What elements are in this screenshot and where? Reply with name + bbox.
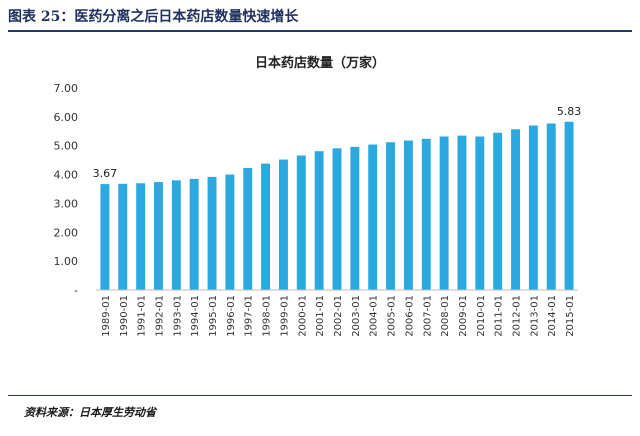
x-tick-label: 2001-01 [315,295,326,337]
bar-chart: 日本药店数量（万家） - 1.00 2.00 3.00 4.00 5.00 6.00 7.00… [54,55,582,337]
bar [278,159,288,290]
footer-divider [8,395,632,396]
x-tick-label: 2012-01 [512,295,523,337]
y-tick-label: 4.00 [54,169,79,182]
bar [261,163,271,290]
data-label: 3.67 [93,167,118,180]
x-tick-label: 1997-01 [244,295,255,337]
bar [296,155,306,290]
bar [189,178,199,290]
y-axis: - 1.00 2.00 3.00 4.00 5.00 6.00 7.00 [54,82,79,297]
x-tick-label: 1998-01 [262,295,273,337]
x-tick-label: 1996-01 [226,295,237,337]
chart-title: 日本药店数量（万家） [255,55,385,71]
bar [546,123,556,291]
bar [332,148,342,290]
bar [100,184,110,290]
bar [171,180,181,290]
x-tick-label: 2005-01 [387,295,398,337]
y-tick-label: 7.00 [54,82,79,95]
bar [439,136,449,290]
x-tick-label: 1989-01 [101,295,112,337]
x-tick-label: 2009-01 [458,295,469,337]
x-tick-label: 1991-01 [137,295,148,337]
x-tick-label: 1990-01 [119,295,130,337]
x-tick-label: 2010-01 [476,295,487,337]
x-tick-label: 2002-01 [333,295,344,337]
x-tick-label: 2007-01 [422,295,433,337]
x-tick-label: 2015-01 [565,295,576,337]
bar [564,121,574,290]
x-tick-label: 2003-01 [351,295,362,337]
x-tick-label: 2006-01 [404,295,415,337]
x-tick-label: 2013-01 [529,295,540,337]
x-tick-label: 1994-01 [190,295,201,337]
header-divider [8,30,632,32]
y-tick-label: - [74,284,78,297]
bar [350,146,360,290]
bar [368,144,378,290]
y-tick-label: 1.00 [54,255,79,268]
source-note: 资料来源：日本厚生劳动省 [24,406,156,419]
bar [314,151,324,290]
bar [243,167,253,290]
bar [136,183,146,290]
bar [475,136,485,290]
data-labels: 3.67 5.83 [93,105,582,180]
x-tick-label: 2011-01 [494,295,505,337]
bars [100,121,574,291]
x-tick-label: 1992-01 [154,295,165,337]
x-tick-label: 1999-01 [279,295,290,337]
figure-caption: 图表 25：医药分离之后日本药店数量快速增长 [8,9,299,25]
bar [154,182,163,290]
y-tick-label: 5.00 [54,140,79,153]
x-tick-label: 2014-01 [547,295,558,337]
bar [511,129,520,290]
x-tick-label: 1993-01 [172,295,183,337]
bar [386,142,396,290]
x-tick-label: 2008-01 [440,295,451,337]
x-tick-label: 2000-01 [297,295,308,337]
y-tick-label: 3.00 [54,197,79,210]
x-axis: 1989-01 1990-01 1991-01 1992-01 1993-01 1994-… [96,289,578,337]
y-tick-label: 6.00 [54,111,79,124]
data-label: 5.83 [557,105,582,118]
x-tick-label: 1995-01 [208,295,219,337]
bar [225,174,235,290]
y-tick-label: 2.00 [54,226,79,239]
bar [457,135,467,290]
bar [118,183,128,290]
bar [403,140,413,290]
bar [421,138,431,290]
x-tick-label: 2004-01 [369,295,380,337]
bar [493,132,503,290]
bar [207,176,217,290]
bar [528,125,538,290]
